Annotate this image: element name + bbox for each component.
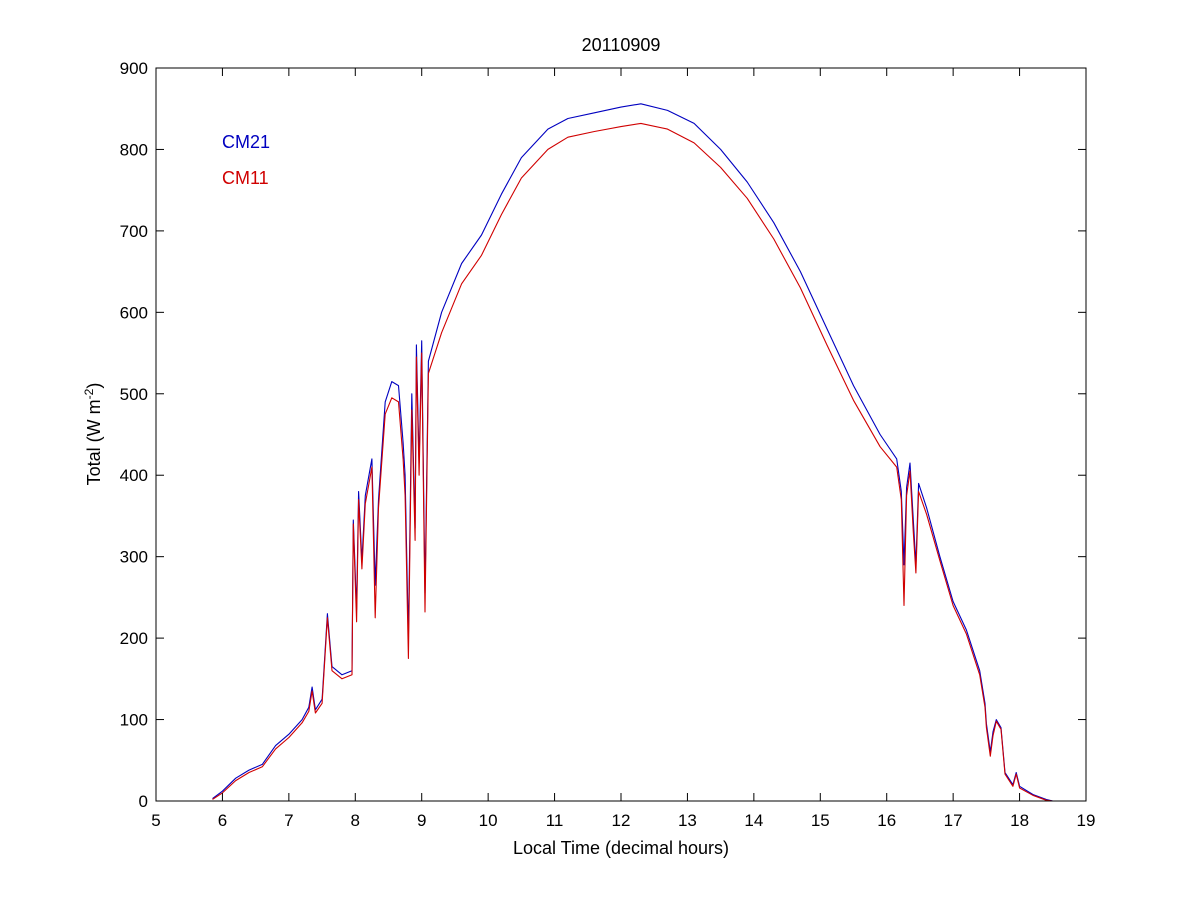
y-tick-label: 800 [120,140,148,159]
y-tick-label: 200 [120,629,148,648]
series-line-cm21 [212,103,1053,802]
y-tick-label: 700 [120,222,148,241]
x-tick-label: 11 [546,811,564,830]
legend-entry-cm11: CM11 [222,168,269,188]
x-tick-label: 16 [877,811,896,830]
legend-entry-cm21: CM21 [222,132,270,152]
x-axis-label: Local Time (decimal hours) [513,838,729,858]
y-axis-label: Total (W m-2) [82,383,104,486]
x-tick-label: 7 [284,811,293,830]
ticks-layer: 5 6 7 8 9 10 11 12 13 14 15 16 17 18 19 0 100 200 300 400 50… [120,59,1096,830]
y-tick-label: 400 [120,466,148,485]
y-tick-label: 900 [120,59,148,78]
x-tick-label: 19 [1077,811,1096,830]
x-tick-label: 18 [1010,811,1029,830]
x-tick-label: 12 [612,811,631,830]
y-axis-label-close: ) [84,383,104,389]
chart-title: 20110909 [582,35,661,55]
y-tick-label: 100 [120,711,148,730]
x-tick-label: 13 [678,811,697,830]
y-axis-label-main: Total (W m [84,399,104,485]
x-tick-label: 8 [351,811,360,830]
x-tick-label: 10 [479,811,498,830]
x-tick-label: 9 [417,811,426,830]
series-layer [212,103,1053,802]
x-tick-label: 14 [744,811,763,830]
y-tick-label: 0 [139,792,148,811]
y-tick-label: 300 [120,548,148,567]
y-axis-label-superscript: -2 [82,388,96,399]
y-tick-label: 600 [120,303,148,322]
series-line-cm11 [212,122,1053,802]
x-tick-label: 17 [944,811,963,830]
plot-area [156,68,1086,801]
x-tick-label: 5 [151,811,160,830]
x-tick-label: 15 [811,811,830,830]
y-tick-label: 500 [120,385,148,404]
x-tick-label: 6 [218,811,227,830]
